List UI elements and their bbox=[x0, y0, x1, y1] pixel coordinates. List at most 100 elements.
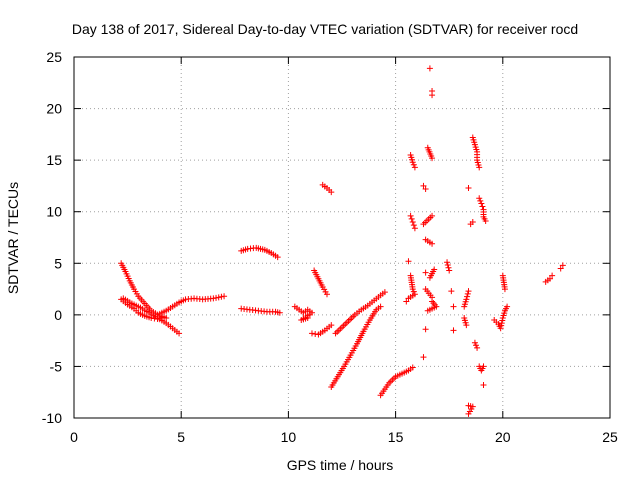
data-point bbox=[403, 298, 410, 305]
data-point bbox=[420, 354, 427, 361]
data-point bbox=[450, 303, 457, 310]
data-point bbox=[546, 275, 553, 282]
data-point bbox=[498, 322, 505, 329]
data-point bbox=[422, 269, 429, 276]
data-point bbox=[501, 286, 508, 293]
data-point bbox=[411, 225, 418, 232]
data-point bbox=[557, 265, 564, 272]
data-point bbox=[465, 410, 472, 417]
data-point bbox=[429, 155, 436, 162]
data-point bbox=[463, 322, 470, 329]
x-tick-label: 0 bbox=[70, 429, 78, 445]
data-point bbox=[463, 296, 470, 303]
y-tick-label: -5 bbox=[50, 358, 63, 374]
x-axis-title: GPS time / hours bbox=[287, 457, 394, 473]
data-point bbox=[429, 212, 436, 219]
data-point bbox=[498, 320, 505, 327]
data-point bbox=[213, 294, 220, 301]
data-point bbox=[448, 288, 455, 295]
x-tick-label: 10 bbox=[281, 429, 297, 445]
data-point bbox=[381, 289, 388, 296]
data-point bbox=[408, 215, 415, 222]
data-points bbox=[118, 65, 566, 417]
data-point bbox=[471, 339, 478, 346]
data-point bbox=[422, 326, 429, 333]
data-point bbox=[411, 164, 418, 171]
data-point bbox=[312, 330, 319, 337]
data-point bbox=[480, 363, 487, 370]
data-point bbox=[377, 303, 384, 310]
data-point bbox=[409, 219, 416, 226]
data-point bbox=[446, 267, 453, 274]
data-point bbox=[410, 288, 417, 295]
data-point bbox=[464, 293, 471, 300]
data-point bbox=[323, 291, 330, 298]
data-point bbox=[429, 92, 436, 99]
data-point bbox=[409, 286, 416, 293]
data-point bbox=[426, 274, 433, 281]
data-point bbox=[221, 293, 228, 300]
x-tick-label: 20 bbox=[495, 429, 511, 445]
data-point bbox=[499, 317, 506, 324]
data-point bbox=[410, 222, 417, 229]
y-tick-label: 10 bbox=[46, 204, 62, 220]
data-point bbox=[215, 294, 222, 301]
y-tick-labels: -10 -5 0 5 10 15 20 25 bbox=[42, 49, 62, 426]
data-point bbox=[405, 258, 412, 265]
y-tick-label: 0 bbox=[54, 307, 62, 323]
y-tick-label: 25 bbox=[46, 49, 62, 65]
data-point bbox=[405, 295, 412, 302]
data-point bbox=[465, 184, 472, 191]
data-point bbox=[328, 322, 335, 329]
x-tick-label: 5 bbox=[177, 429, 185, 445]
data-point bbox=[478, 200, 485, 207]
data-point bbox=[476, 164, 483, 171]
data-point bbox=[410, 161, 417, 168]
data-point bbox=[210, 295, 217, 302]
y-tick-label: 15 bbox=[46, 152, 62, 168]
data-point bbox=[450, 327, 457, 334]
data-point bbox=[444, 259, 451, 266]
data-point bbox=[304, 314, 311, 321]
data-point bbox=[497, 325, 504, 332]
data-point bbox=[409, 159, 416, 166]
data-point bbox=[465, 288, 472, 295]
data-point bbox=[420, 182, 427, 189]
x-tick-labels: 0 5 10 15 20 25 bbox=[70, 429, 618, 445]
data-point bbox=[479, 203, 486, 210]
plot-frame bbox=[73, 56, 611, 419]
data-point bbox=[480, 381, 487, 388]
y-tick-label: 5 bbox=[54, 255, 62, 271]
data-point bbox=[426, 65, 433, 72]
data-point bbox=[559, 262, 566, 269]
data-point bbox=[407, 212, 414, 219]
data-point bbox=[482, 217, 489, 224]
y-axis-title: SDTVAR / TECUs bbox=[5, 182, 21, 294]
data-point bbox=[422, 236, 429, 243]
data-point bbox=[469, 219, 476, 226]
axis-ticks bbox=[73, 56, 611, 419]
data-point bbox=[504, 303, 511, 310]
data-point bbox=[474, 344, 481, 351]
data-point bbox=[422, 186, 429, 193]
y-tick-label: -10 bbox=[42, 410, 62, 426]
x-tick-label: 15 bbox=[388, 429, 404, 445]
data-point bbox=[476, 195, 483, 202]
chart-title: Day 138 of 2017, Sidereal Day-to-day VTE… bbox=[72, 21, 578, 37]
data-point bbox=[477, 197, 484, 204]
data-point bbox=[274, 254, 281, 261]
data-point bbox=[176, 330, 183, 337]
grid-lines bbox=[74, 57, 610, 418]
data-point bbox=[464, 290, 471, 297]
data-point bbox=[218, 293, 225, 300]
data-point bbox=[308, 330, 315, 337]
data-point bbox=[276, 309, 283, 316]
data-point bbox=[444, 262, 451, 269]
data-point bbox=[445, 264, 452, 271]
y-tick-label: 20 bbox=[46, 101, 62, 117]
data-point bbox=[328, 189, 335, 196]
data-point bbox=[424, 307, 431, 314]
data-point bbox=[409, 364, 416, 371]
data-point bbox=[473, 342, 479, 349]
